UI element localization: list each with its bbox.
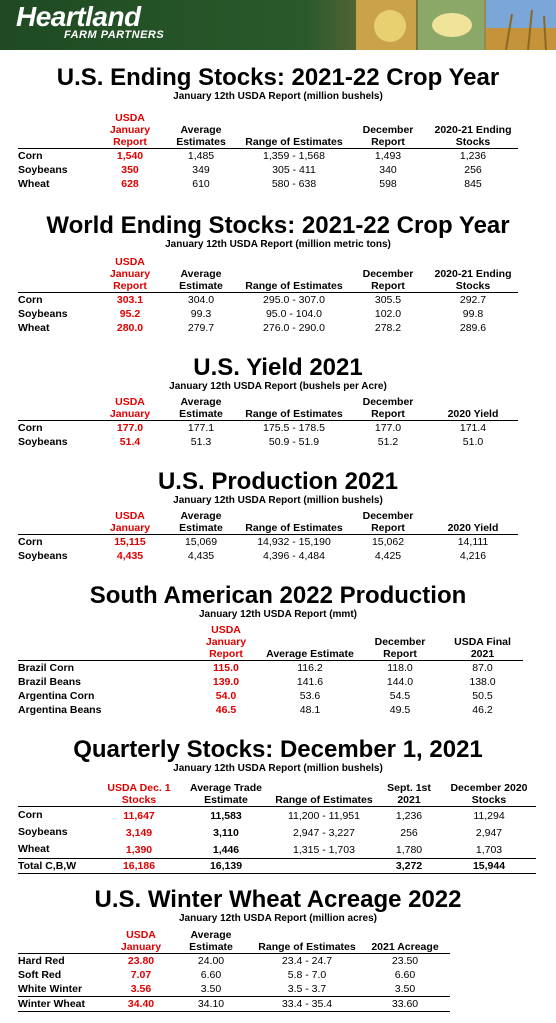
table-row: Soybeans 51.4 51.3 50.9 - 51.9 51.2 51.0 [18, 436, 484, 448]
quarterly-stocks-table: USDA Dec. 1 Stocks Average Trade Estimat… [18, 782, 536, 874]
section-title: U.S. Winter Wheat Acreage 2022 [94, 886, 462, 913]
company-logo-subtitle: FARM PARTNERS [64, 29, 165, 41]
us-ending-stocks-section: U.S. Ending Stocks: 2021-22 Crop Year Ja… [0, 64, 556, 103]
table-row: Corn 11,647 11,583 11,200 - 11,951 1,236 11,2… [18, 809, 505, 822]
table-row: Wheat 280.0 279.7 276.0 - 290.0 278.2 289.6 [18, 322, 487, 334]
section-subtitle: January 12th USDA Report (million acres) [178, 913, 377, 924]
table-row: Corn 15,115 15,069 14,932 - 15,190 15,062 14,… [18, 536, 489, 548]
section-subtitle: January 12th USDA Report (million metric… [165, 239, 391, 250]
world-ending-stocks-table: USDA January Report Average Estimate Ran… [18, 256, 518, 335]
table-row: Soybeans 95.2 99.3 95.0 - 104.0 102.0 99.8 [18, 308, 484, 320]
quarterly-stocks-section: Quarterly Stocks: December 1, 2021 Janua… [0, 736, 556, 775]
table-row: Wheat 628 610 580 - 638 598 845 [18, 178, 482, 190]
table-row: Brazil Beans 139.0 141.6 144.0 138.0 [18, 676, 496, 688]
table-total-row: Winter Wheat 34.40 34.10 33.4 - 35.4 33.60 [18, 996, 450, 1012]
table-row: Argentina Corn 54.0 53.6 54.5 50.5 [18, 690, 493, 702]
table-row: Corn 303.1 304.0 295.0 - 307.0 305.5 292.7 [18, 294, 487, 306]
col-range: Range of Estimates [240, 112, 348, 149]
winter-wheat-acreage-table: USDA January Average Estimate Range of E… [18, 929, 450, 1012]
table-row: Argentina Beans 46.5 48.1 49.5 46.2 [18, 704, 493, 716]
section-title: U.S. Production 2021 [157, 468, 399, 495]
table-row: Corn 177.0 177.1 175.5 - 178.5 177.0 171.4 [18, 422, 487, 434]
col-prev: 2020-21 Ending Stocks [428, 112, 518, 149]
table-row: Soybeans 4,435 4,435 4,396 - 4,484 4,425 4,21… [18, 550, 487, 562]
company-logo: Heartland [16, 1, 141, 32]
winter-wheat-acreage-section: U.S. Winter Wheat Acreage 2022 January 1… [0, 886, 556, 925]
table-total-row: Total C,B,W 16,186 16,139 3,272 15,944 [18, 858, 536, 874]
table-row: White Winter 3.56 3.50 3.5 - 3.7 3.50 [18, 983, 416, 995]
world-ending-stocks-section: World Ending Stocks: 2021-22 Crop Year J… [0, 212, 556, 251]
table-row: Soybeans 350 349 305 - 411 340 256 [18, 164, 482, 176]
us-production-section: U.S. Production 2021 January 12th USDA R… [0, 468, 556, 507]
section-title: Quarterly Stocks: December 1, 2021 [73, 736, 483, 763]
section-title: U.S. Ending Stocks: 2021-22 Crop Year [56, 64, 500, 91]
table-row: Soft Red 7.07 6.60 5.8 - 7.0 6.60 [18, 969, 416, 981]
header-banner: Heartland FARM PARTNERS [0, 0, 556, 51]
us-ending-stocks-table: USDA January Report Average Estimates Ra… [18, 112, 518, 191]
section-subtitle: January 12th USDA Report (million bushel… [173, 91, 383, 102]
section-title: World Ending Stocks: 2021-22 Crop Year [46, 212, 510, 239]
table-row: Corn 1,540 1,485 1,359 - 1,568 1,493 1,236 [18, 150, 487, 162]
table-row: Hard Red 23.80 24.00 23.4 - 24.7 23.50 [18, 955, 419, 967]
table-row: Soybeans 3,149 3,110 2,947 - 3,227 256 2,947 [18, 826, 503, 839]
section-subtitle: January 12th USDA Report (million bushel… [173, 763, 383, 774]
col-dec: December Report [348, 112, 428, 149]
us-yield-section: U.S. Yield 2021 January 12th USDA Report… [0, 354, 556, 393]
section-subtitle: January 12th USDA Report (mmt) [199, 609, 357, 620]
south-american-production-table: USDA January Report Average Estimate Dec… [18, 624, 523, 717]
banner-photo-strip-icon [356, 0, 556, 51]
south-american-production-section: South American 2022 Production January 1… [0, 582, 556, 621]
table-row: Brazil Corn 115.0 116.2 118.0 87.0 [18, 662, 493, 674]
banner-photos [356, 0, 556, 51]
section-subtitle: January 12th USDA Report (million bushel… [173, 495, 383, 506]
section-subtitle: January 12th USDA Report (bushels per Ac… [169, 381, 387, 392]
us-yield-table: USDA January Average Estimate Range of E… [18, 396, 518, 449]
table-row: Wheat 1,390 1,446 1,315 - 1,703 1,780 1,703 [18, 843, 503, 856]
section-title: U.S. Yield 2021 [193, 354, 363, 381]
col-avg: Average Estimates [162, 112, 240, 149]
section-title: South American 2022 Production [89, 582, 467, 609]
us-production-table: USDA January Average Estimate Range of E… [18, 510, 518, 563]
col-usda: USDA January Report [98, 112, 162, 149]
